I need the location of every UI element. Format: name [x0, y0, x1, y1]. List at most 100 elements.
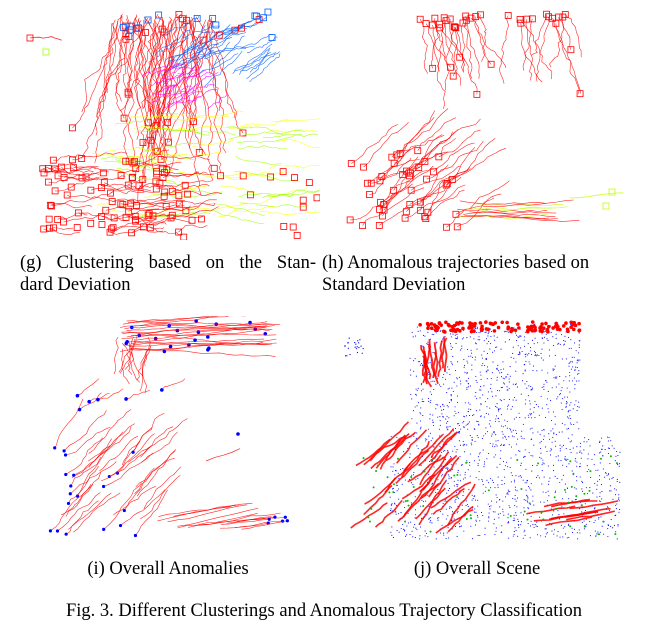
scene-point-blue	[583, 528, 585, 530]
scene-point-blue	[578, 352, 580, 354]
scene-track-red	[415, 480, 447, 520]
scene-point-blue	[515, 370, 517, 372]
scene-point-blue	[507, 517, 509, 519]
scene-track-red	[350, 502, 388, 529]
scene-point-blue	[524, 403, 526, 405]
scene-point-blue	[454, 501, 456, 503]
scene-point-blue	[458, 490, 460, 492]
trajectory-magenta	[161, 66, 184, 80]
scene-point-blue	[455, 412, 457, 414]
scene-point-blue	[524, 331, 526, 333]
scene-point-blue	[447, 426, 449, 428]
endpoint-box	[152, 178, 160, 186]
scene-point-blue	[515, 361, 517, 363]
scene-point-blue	[581, 490, 584, 492]
trajectory-red	[43, 227, 74, 233]
trajectory-magenta	[151, 84, 177, 96]
trajectory-lime	[460, 215, 550, 219]
scene-point-blue	[568, 498, 570, 500]
trajectory-point-blue	[55, 529, 60, 533]
scene-point-blue	[469, 475, 471, 477]
scene-point-red	[433, 325, 438, 329]
endpoint-box	[195, 149, 203, 156]
scene-point-blue	[396, 530, 398, 532]
scene-point-blue	[555, 386, 557, 388]
scene-point-blue	[557, 531, 559, 533]
scene-point-blue	[506, 493, 508, 495]
scene-point-blue	[564, 424, 566, 426]
trajectory-red	[112, 219, 157, 230]
scene-point-blue	[567, 427, 570, 430]
scene-point-blue	[440, 385, 442, 387]
scene-point-blue	[564, 526, 566, 528]
endpoint-box	[87, 219, 95, 227]
scene-point-blue	[392, 488, 394, 490]
endpoint-box	[122, 30, 130, 38]
scene-point-blue	[572, 408, 574, 410]
trajectory-point-blue	[196, 330, 201, 334]
scene-point-blue	[474, 328, 476, 330]
scene-point-blue	[479, 452, 481, 454]
scene-point-blue	[421, 499, 423, 501]
scene-point-blue	[537, 475, 539, 477]
trajectory-red	[437, 17, 445, 72]
endpoint-box	[131, 158, 139, 166]
scene-point-blue	[430, 381, 432, 383]
scene-point-blue	[415, 479, 417, 481]
scene-point-blue	[440, 511, 442, 513]
scene-point-blue	[512, 346, 514, 348]
endpoint-box	[102, 206, 110, 214]
scene-point-blue	[449, 507, 451, 509]
scene-point-blue	[576, 446, 578, 448]
scene-point-green	[570, 485, 573, 488]
trajectory-red	[57, 492, 101, 532]
scene-point-blue	[572, 380, 574, 382]
trajectory-red	[120, 489, 166, 526]
endpoint-box	[74, 209, 82, 217]
scene-point-blue	[453, 381, 455, 383]
scene-point-blue	[516, 438, 519, 440]
scene-point-blue	[516, 490, 518, 492]
endpoint-box	[120, 114, 128, 122]
trajectory-red	[115, 18, 129, 119]
scene-point-blue	[596, 484, 598, 486]
endpoint-box	[421, 158, 429, 165]
scene-point-blue	[502, 426, 504, 428]
trajectory-red	[236, 517, 286, 522]
scene-point-blue	[475, 343, 477, 345]
scene-point-blue	[555, 377, 557, 379]
trajectory-red	[363, 122, 409, 168]
scene-point-blue	[569, 361, 571, 363]
scene-point-blue	[568, 536, 570, 538]
scene-track-red	[429, 432, 457, 462]
scene-point-blue	[575, 488, 577, 490]
scene-point-blue	[568, 523, 570, 525]
endpoint-box	[453, 223, 461, 231]
scene-point-blue	[524, 364, 526, 366]
trajectory-magenta	[172, 63, 198, 70]
scene-point-blue	[403, 501, 405, 503]
scene-point-blue	[578, 529, 580, 531]
scene-point-blue	[477, 421, 479, 423]
scene-point-blue	[612, 498, 614, 501]
scene-point-blue	[422, 334, 425, 336]
trajectory-point-blue	[122, 508, 126, 513]
endpoint-box	[347, 160, 355, 167]
scene-point-blue	[492, 481, 494, 484]
scene-point-blue	[533, 411, 535, 413]
scene-point-blue	[501, 372, 503, 374]
trajectory-red	[396, 108, 449, 156]
scene-point-blue	[446, 492, 448, 494]
trajectory-lime	[488, 216, 580, 222]
scene-track-red	[418, 427, 455, 467]
trajectory-red	[65, 426, 111, 456]
trajectory-red	[447, 140, 484, 184]
scene-point-blue	[515, 416, 517, 418]
scene-point-blue	[526, 387, 528, 389]
scene-point-blue	[453, 518, 455, 520]
trajectory-red	[455, 180, 510, 215]
scene-point-blue	[546, 398, 548, 400]
scene-point-green	[542, 518, 545, 521]
scene-point-blue	[416, 389, 418, 391]
scene-point-blue	[488, 516, 490, 518]
